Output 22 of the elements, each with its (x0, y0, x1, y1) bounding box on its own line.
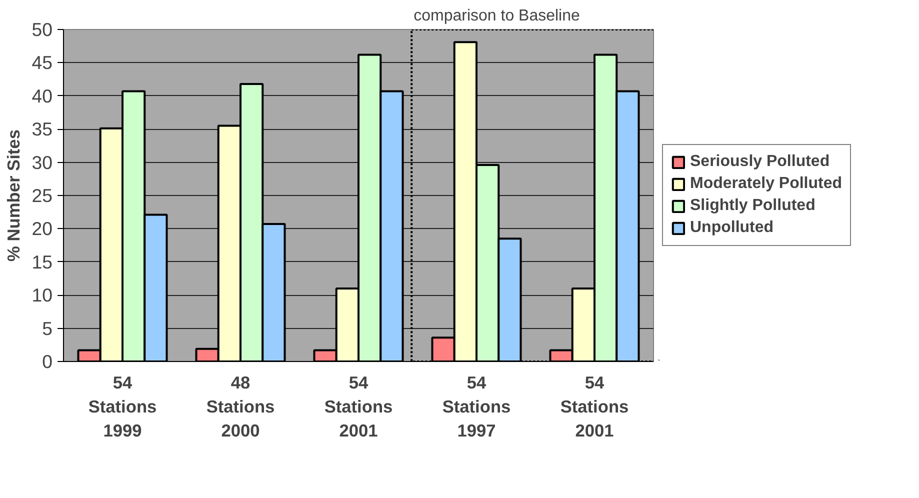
y-tick-label: 20 (32, 218, 53, 240)
legend-label: Seriously Polluted (690, 152, 830, 170)
y-tick-label: 25 (32, 185, 53, 206)
y-tick-label: 35 (32, 118, 53, 140)
y-tick-label: 45 (32, 52, 53, 74)
y-tick-label: 15 (32, 251, 53, 272)
legend-label: Unpolluted (690, 218, 774, 236)
x-tick-label: 54 Stations 1997 (442, 372, 511, 440)
y-tick-label: 10 (32, 284, 53, 306)
y-axis-title: % Number Sites (4, 130, 24, 262)
x-tick-label: 54 Stations 2001 (560, 372, 629, 440)
y-tick-label: 0 (42, 351, 53, 372)
legend-label: Slightly Polluted (690, 196, 816, 214)
y-tick-label: 40 (32, 85, 53, 106)
legend-label: Moderately Polluted (690, 174, 842, 192)
x-tick-label: 48 Stations 2000 (206, 372, 275, 440)
x-tick-label: 54 Stations 2001 (324, 372, 393, 440)
y-tick-label: 30 (32, 152, 53, 173)
y-tick-label: 50 (32, 19, 53, 40)
y-tick-label: 5 (42, 318, 53, 339)
text: comparison to Baseline (414, 8, 580, 24)
x-tick-label: 54 Stations 1999 (88, 372, 157, 440)
